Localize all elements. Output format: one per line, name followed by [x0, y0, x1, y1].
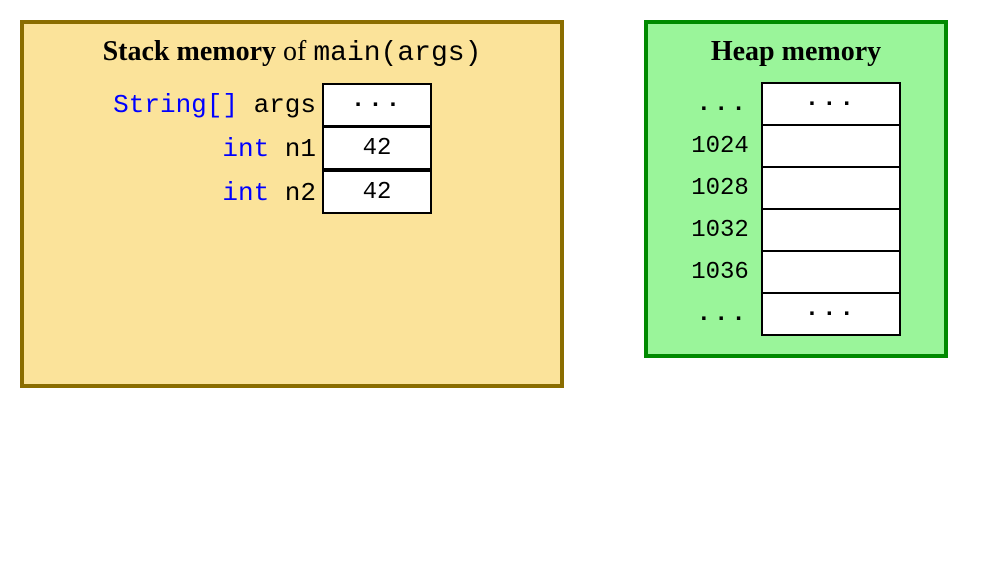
heap-addresses: ...1024102810321036... — [691, 82, 761, 336]
heap-address: 1024 — [691, 124, 749, 168]
stack-title: Stack memory of main(args) — [42, 36, 542, 69]
heap-cell — [761, 124, 901, 168]
stack-rows: String[] args···int n142int n242 — [42, 83, 542, 215]
heap-cell — [761, 208, 901, 252]
stack-row: int n242 — [222, 171, 432, 215]
heap-address: 1032 — [691, 208, 749, 252]
heap-address: 1036 — [691, 250, 749, 294]
heap-address: 1028 — [691, 166, 749, 210]
stack-var-label: String[] args — [113, 90, 322, 120]
heap-cell: ··· — [761, 292, 901, 336]
stack-var-name: args — [238, 90, 316, 120]
stack-var-type: String[] — [113, 90, 238, 120]
heap-title-text: Heap memory — [711, 36, 881, 67]
heap-cell — [761, 250, 901, 294]
heap-address: ... — [691, 292, 749, 336]
stack-row: String[] args··· — [113, 83, 432, 127]
heap-cell: ··· — [761, 82, 901, 126]
stack-cell: 42 — [322, 170, 432, 214]
stack-title-rest: of — [276, 36, 313, 67]
stack-var-label: int n1 — [222, 134, 322, 164]
stack-title-bold: Stack memory — [103, 36, 276, 67]
heap-cell — [761, 166, 901, 210]
heap-address: ... — [691, 82, 749, 126]
stack-memory-box: Stack memory of main(args) String[] args… — [20, 20, 564, 388]
stack-row: int n142 — [222, 127, 432, 171]
stack-var-type: int — [222, 134, 269, 164]
stack-var-type: int — [222, 178, 269, 208]
stack-var-name: n2 — [269, 178, 316, 208]
heap-content: ...1024102810321036... ······ — [666, 82, 926, 336]
stack-cell: 42 — [322, 126, 432, 170]
heap-title: Heap memory — [666, 36, 926, 68]
heap-memory-box: Heap memory ...1024102810321036... ·····… — [644, 20, 948, 358]
stack-var-name: n1 — [269, 134, 316, 164]
heap-cells: ··· ··· — [761, 82, 901, 336]
stack-var-label: int n2 — [222, 178, 322, 208]
stack-title-mono: main(args) — [313, 38, 481, 69]
stack-cell: ··· — [322, 83, 432, 127]
diagram-container: Stack memory of main(args) String[] args… — [20, 20, 987, 388]
